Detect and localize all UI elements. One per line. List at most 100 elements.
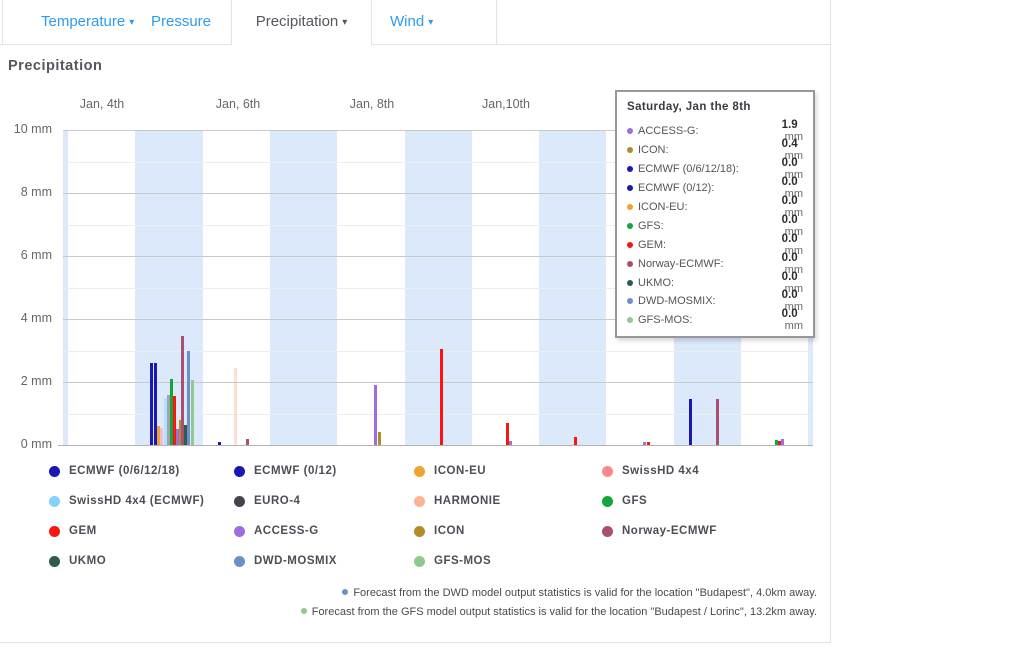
legend-item[interactable]: Norway-ECMWF	[602, 525, 819, 537]
legend-label: ICON-EU	[434, 465, 487, 477]
forecast-bar[interactable]	[159, 427, 163, 445]
tab-wind[interactable]: Wind ▾	[390, 13, 433, 30]
forecast-bar[interactable]	[777, 441, 781, 445]
gridline	[63, 161, 813, 163]
model-color-dot	[414, 525, 425, 537]
forecast-bar[interactable]	[509, 441, 512, 445]
tooltip-value: 0.0 mm	[781, 195, 803, 220]
chart-legend: ECMWF (0/6/12/18) ECMWF (0/12) ICON-EU Swis…	[49, 456, 819, 576]
tooltip-rows: ACCESS-G: 1.9 mm ICON: 0.4 mm ECMWF (0/6/12/18…	[627, 119, 803, 333]
legend-label: SwissHD 4x4 (ECMWF)	[69, 495, 205, 507]
forecast-bar[interactable]	[173, 396, 176, 445]
tooltip-row: GFS-MOS: 0.0 mm	[627, 308, 803, 333]
legend-item[interactable]: HARMONIE	[414, 495, 602, 507]
forecast-bar[interactable]	[774, 440, 778, 445]
forecast-bar[interactable]	[217, 441, 221, 445]
x-axis-day-label: Jan, 8th	[349, 97, 395, 111]
legend-item[interactable]: DWD-MOSMIX	[234, 555, 414, 567]
legend-label: GFS-MOS	[434, 555, 492, 567]
forecast-bar[interactable]	[169, 378, 173, 445]
forecast-bar[interactable]	[505, 422, 509, 445]
forecast-bar[interactable]	[176, 429, 179, 445]
tooltip-row: ICON-EU: 0.0 mm	[627, 195, 803, 220]
tooltip-value: 0.4 mm	[781, 138, 803, 163]
legend-item[interactable]: GEM	[49, 525, 234, 537]
model-color-dot	[49, 465, 60, 477]
model-color-dot	[627, 147, 633, 154]
legend-label: ECMWF (0/12)	[254, 465, 337, 477]
gridline	[63, 382, 813, 383]
forecast-bar[interactable]	[245, 438, 249, 445]
tab-wind-label: Wind	[390, 13, 425, 30]
model-color-dot	[414, 465, 425, 477]
tooltip-row: ACCESS-G: 1.9 mm	[627, 119, 803, 143]
legend-item[interactable]: SwissHD 4x4	[602, 465, 819, 477]
forecast-bar[interactable]	[688, 399, 692, 445]
legend-label: DWD-MOSMIX	[254, 555, 337, 567]
forecast-bar[interactable]	[233, 367, 237, 445]
model-color-dot	[627, 166, 633, 173]
forecast-bar[interactable]	[780, 438, 784, 445]
forecast-bar[interactable]	[153, 363, 157, 445]
forecast-bar[interactable]	[187, 350, 190, 445]
model-color-dot	[627, 128, 633, 135]
forecast-bar[interactable]	[190, 380, 194, 445]
tooltip-unit: mm	[784, 244, 803, 257]
model-color-dot	[627, 317, 633, 324]
legend-label: UKMO	[69, 555, 107, 567]
gridline	[63, 130, 813, 131]
tooltip-date-title: Saturday, Jan the 8th	[627, 101, 751, 113]
forecast-bar[interactable]	[181, 336, 184, 445]
legend-label: GEM	[69, 525, 97, 537]
tab-precipitation[interactable]: Precipitation ▾	[232, 0, 372, 45]
forecast-bar[interactable]	[178, 419, 182, 445]
legend-item[interactable]: GFS-MOS	[414, 555, 602, 567]
forecast-bar[interactable]	[163, 397, 167, 445]
model-color-dot	[234, 525, 245, 537]
legend-label: GFS	[622, 495, 648, 507]
forecast-bar[interactable]	[184, 424, 187, 445]
forecast-bar[interactable]	[646, 441, 650, 445]
legend-item[interactable]: SwissHD 4x4 (ECMWF)	[49, 495, 234, 507]
legend-item[interactable]: ICON	[414, 525, 602, 537]
gridline	[63, 256, 813, 257]
gridline	[63, 350, 813, 352]
legend-item[interactable]: ECMWF (0/6/12/18)	[49, 465, 234, 477]
model-color-dot	[602, 525, 613, 537]
legend-label: ICON	[434, 525, 465, 537]
footnote-text: Forecast from the GFS model output stati…	[311, 606, 817, 618]
y-axis-tick-label: 10 mm	[13, 122, 52, 136]
model-color-dot	[342, 589, 349, 595]
forecast-bar[interactable]	[642, 441, 646, 445]
tab-pressure[interactable]: Pressure	[151, 13, 211, 30]
tab-group-right: Wind ▾	[372, 0, 497, 44]
y-axis-tick-label: 4 mm	[20, 311, 52, 325]
legend-item[interactable]: GFS	[602, 495, 819, 507]
legend-item[interactable]: ACCESS-G	[234, 525, 414, 537]
tooltip-unit: mm	[784, 320, 803, 333]
tooltip-model-label: ECMWF (0/6/12/18):	[638, 163, 739, 176]
forecast-bar[interactable]	[166, 394, 170, 445]
model-color-dot	[49, 525, 60, 537]
forecast-bar[interactable]	[373, 385, 377, 445]
model-color-dot	[602, 465, 613, 477]
tab-temperature[interactable]: Temperature ▾	[41, 13, 134, 30]
legend-item[interactable]: ICON-EU	[414, 465, 602, 477]
model-color-dot	[234, 495, 245, 507]
legend-item[interactable]: ECMWF (0/12)	[234, 465, 414, 477]
gridline	[63, 193, 813, 194]
forecast-bar[interactable]	[377, 432, 381, 445]
forecast-bar[interactable]	[439, 348, 443, 445]
legend-item[interactable]: EURO-4	[234, 495, 414, 507]
forecast-bar[interactable]	[715, 399, 719, 445]
legend-item[interactable]: UKMO	[49, 555, 234, 567]
gridline	[58, 445, 813, 446]
tooltip-row: ICON: 0.4 mm	[627, 138, 803, 163]
tab-bar: Temperature ▾ Pressure Precipitation ▾ Win…	[0, 0, 831, 45]
forecast-bar[interactable]	[573, 437, 577, 445]
footnote-line: Forecast from the DWD model output stati…	[301, 584, 817, 603]
forecast-bar[interactable]	[156, 426, 160, 445]
forecast-bar[interactable]	[149, 363, 153, 445]
tooltip-value: 0.0 mm	[781, 308, 803, 333]
tooltip-value: 0.0 mm	[781, 232, 803, 257]
